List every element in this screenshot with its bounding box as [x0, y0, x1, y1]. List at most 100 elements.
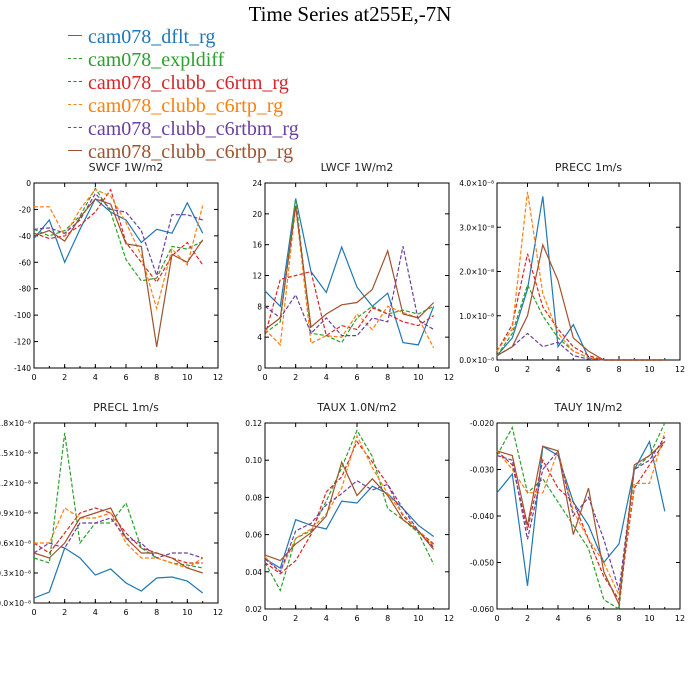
- legend-swatch: [68, 80, 82, 82]
- chart-title: LWCF 1W/m2: [321, 161, 394, 174]
- x-tick-label: 4: [324, 373, 329, 382]
- y-tick-label: 8: [257, 302, 262, 311]
- series-line-cam078_clubb_c6rtm_rg: [33, 507, 203, 564]
- x-tick-label: 10: [413, 373, 423, 382]
- chart-title: SWCF 1W/m2: [89, 161, 164, 174]
- chart-precl: PRECL 1m/s 0 2 4 6 8 10 12 0.0×10⁻⁸ 0.3×10⁻⁸ 0.6×1…: [0, 401, 223, 617]
- x-tick-label: 2: [293, 614, 298, 623]
- series-line-cam078_expldiff: [496, 283, 665, 361]
- legend-label: cam078_clubb_c6rtp_rg: [88, 95, 284, 117]
- x-tick-label: 4: [93, 608, 98, 617]
- series-line-cam078_clubb_c6rtp_rg: [264, 434, 435, 573]
- x-tick-label: 0: [31, 608, 36, 617]
- y-tick-label: 1.2×10⁻⁸: [0, 479, 31, 488]
- y-tick-label: 0.12: [245, 419, 262, 428]
- series-line-cam078_clubb_c6rtbm_rg: [264, 479, 435, 573]
- y-tick-label: 0.0×10⁻⁸: [459, 356, 494, 365]
- series-line-cam078_clubb_c6rtbm_rg: [33, 192, 203, 278]
- x-tick-label: 8: [154, 373, 159, 382]
- x-tick-label: 0: [494, 365, 499, 374]
- x-tick-label: 12: [675, 614, 685, 623]
- series-line-cam078_dflt_rg: [264, 198, 435, 346]
- y-tick-label: -140: [14, 364, 31, 373]
- x-tick-label: 4: [93, 373, 98, 382]
- chart-taux: TAUX 1.0N/m2 0 2 4 6 8 10 12 0.02 0.04 0.06 0.08 0.1…: [245, 401, 454, 623]
- y-tick-label: 3.0×10⁻⁸: [459, 223, 494, 232]
- y-tick-label: 0.0×10⁻⁸: [0, 599, 31, 608]
- y-tick-label: 0: [26, 179, 31, 188]
- legend-label: cam078_dflt_rg: [88, 26, 216, 48]
- plot-frame: [264, 422, 450, 610]
- legend-swatch: [68, 57, 82, 59]
- series-line-cam078_clubb_c6rtm_rg: [33, 188, 204, 284]
- x-tick-label: 6: [354, 614, 359, 623]
- chart-title: PRECL 1m/s: [93, 401, 159, 414]
- x-tick-label: 4: [555, 365, 560, 374]
- plot-frame: [33, 422, 219, 604]
- x-tick-label: 8: [616, 365, 621, 374]
- x-tick-label: 6: [586, 365, 591, 374]
- plot-frame: [33, 182, 219, 369]
- series-line-cam078_dflt_rg: [33, 197, 204, 264]
- series-line-cam078_clubb_c6rtbp_rg: [496, 242, 665, 361]
- y-tick-label: -0.030: [470, 466, 494, 475]
- y-tick-label: 0: [257, 364, 262, 373]
- legend-item: cam078_clubb_c6rtm_rg: [68, 72, 299, 95]
- series-line-cam078_clubb_c6rtm_rg: [496, 253, 665, 361]
- y-tick-label: 2.0×10⁻⁸: [459, 268, 494, 277]
- y-tick-label: 0.10: [245, 456, 262, 465]
- series-line-cam078_dflt_rg: [496, 439, 666, 586]
- y-tick-label: 0.04: [245, 568, 262, 577]
- y-tick-label: 0.6×10⁻⁸: [0, 539, 31, 548]
- x-tick-label: 2: [293, 373, 298, 382]
- series-line-cam078_clubb_c6rtp_rg: [264, 206, 435, 349]
- legend-label: cam078_clubb_c6rtm_rg: [88, 72, 289, 94]
- series-line-cam078_clubb_c6rtbm_rg: [264, 246, 435, 337]
- x-tick-label: 8: [616, 614, 621, 623]
- legend-label: cam078_clubb_c6rtbm_rg: [88, 118, 299, 140]
- series-line-cam078_clubb_c6rtbp_rg: [33, 507, 203, 574]
- chart-title: PRECC 1m/s: [555, 161, 623, 174]
- legend-item: cam078_clubb_c6rtp_rg: [68, 95, 299, 118]
- series-line-cam078_clubb_c6rtp_rg: [34, 507, 204, 569]
- y-tick-label: -0.060: [470, 605, 494, 614]
- series-line-cam078_expldiff: [33, 187, 203, 282]
- series-line-cam078_clubb_c6rtbp_rg: [264, 206, 435, 330]
- x-tick-label: 2: [525, 614, 530, 623]
- y-tick-label: 1.0×10⁻⁸: [459, 312, 494, 321]
- figure-title: Time Series at255E,-7N: [248, 2, 452, 26]
- y-tick-label: -100: [14, 311, 31, 320]
- y-tick-label: 4: [257, 333, 262, 342]
- series-line-cam078_clubb_c6rtbp_rg: [496, 441, 666, 607]
- x-tick-label: 6: [123, 608, 128, 617]
- chart-title: TAUY 1N/m2: [553, 401, 622, 414]
- y-tick-label: 0.02: [245, 605, 262, 614]
- series-line-cam078_clubb_c6rtbm_rg: [496, 436, 666, 591]
- x-tick-label: 0: [262, 373, 267, 382]
- legend-swatch: [68, 34, 82, 36]
- legend-item: cam078_clubb_c6rtbm_rg: [68, 118, 299, 141]
- x-tick-label: 12: [213, 608, 223, 617]
- x-tick-label: 10: [644, 365, 654, 374]
- chart-tauy: TAUY 1N/m2 0 2 4 6 8 10 12 -0.060 -0.050 -0.040 -0.…: [470, 401, 685, 623]
- x-tick-label: 6: [586, 614, 591, 623]
- x-tick-label: 4: [555, 614, 560, 623]
- series-line-cam078_expldiff: [264, 429, 435, 592]
- legend-label: cam078_expldiff: [88, 49, 225, 71]
- x-tick-label: 2: [525, 365, 530, 374]
- x-tick-label: 12: [444, 373, 454, 382]
- series-line-cam078_clubb_c6rtbm_rg: [496, 332, 665, 361]
- x-tick-label: 12: [213, 373, 223, 382]
- x-tick-label: 10: [182, 608, 192, 617]
- series-line-cam078_clubb_c6rtbm_rg: [33, 517, 203, 559]
- series-line-cam078_expldiff: [496, 422, 666, 611]
- y-tick-label: -120: [14, 338, 31, 347]
- x-tick-label: 10: [413, 614, 423, 623]
- x-tick-label: 8: [385, 614, 390, 623]
- y-tick-label: 20: [252, 210, 262, 219]
- y-tick-label: 0.3×10⁻⁸: [0, 569, 31, 578]
- y-tick-label: 0.08: [245, 493, 262, 502]
- series-line-cam078_expldiff: [264, 198, 434, 344]
